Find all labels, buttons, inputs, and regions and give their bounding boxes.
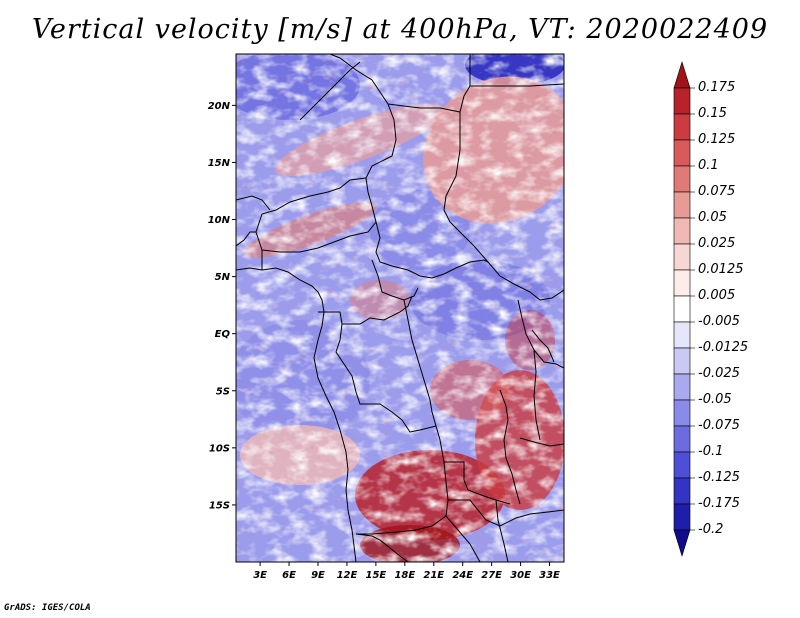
colorbar-label: -0.1 bbox=[698, 444, 724, 459]
colorbar-segment bbox=[673, 165, 691, 193]
colorbar-segment bbox=[673, 451, 691, 479]
colorbar-segment bbox=[673, 269, 691, 297]
colorbar-segment bbox=[673, 243, 691, 271]
colorbar-label: 0.05 bbox=[698, 210, 727, 225]
country-borders bbox=[236, 54, 564, 562]
velocity-field bbox=[236, 54, 564, 562]
lat-tick-label: 5S bbox=[216, 386, 230, 397]
longitude-axis: 3E 6E 9E 12E 15E 18E 21E 24E 27E 30E 33E bbox=[253, 562, 560, 581]
colorbar-segment bbox=[673, 399, 691, 427]
lon-tick-label: 27E bbox=[481, 570, 502, 581]
map-frame bbox=[235, 53, 565, 563]
colorbar-segment bbox=[673, 373, 691, 401]
lat-tick-label: 5N bbox=[215, 272, 231, 283]
colorbar-label: -0.125 bbox=[698, 470, 740, 485]
colorbar-label: 0.15 bbox=[698, 106, 727, 121]
colorbar-segment bbox=[673, 60, 691, 89]
colorbar-segment bbox=[673, 191, 691, 219]
colorbar bbox=[673, 60, 695, 558]
colorbar-segment bbox=[673, 139, 691, 167]
colorbar-label: -0.0125 bbox=[698, 340, 749, 355]
lat-tick-label: 15N bbox=[208, 158, 231, 169]
colorbar-label: 0.125 bbox=[698, 132, 736, 147]
colorbar-segment bbox=[673, 477, 691, 505]
lat-tick-label: 15S bbox=[209, 500, 230, 511]
grads-credit: GrADS: IGES/COLA bbox=[4, 603, 91, 613]
colorbar-label: -0.05 bbox=[698, 392, 732, 407]
colorbar-segment bbox=[673, 217, 691, 245]
colorbar-label: 0.005 bbox=[698, 288, 736, 303]
colorbar-label: -0.175 bbox=[698, 496, 740, 511]
colorbar-label: -0.025 bbox=[698, 366, 740, 381]
colorbar-segment bbox=[673, 425, 691, 453]
colorbar-label: 0.0125 bbox=[698, 262, 744, 277]
lon-tick-label: 33E bbox=[539, 570, 560, 581]
colorbar-segment bbox=[673, 321, 691, 349]
lat-tick-label: 10S bbox=[209, 443, 230, 454]
colorbar-segment bbox=[673, 347, 691, 375]
lat-tick-label: EQ bbox=[215, 329, 231, 340]
colorbar-label: 0.175 bbox=[698, 80, 736, 95]
colorbar-segment bbox=[673, 113, 691, 141]
lon-tick-label: 9E bbox=[311, 570, 325, 581]
lon-tick-label: 3E bbox=[253, 570, 267, 581]
colorbar-label: -0.075 bbox=[698, 418, 740, 433]
colorbar-label: 0.025 bbox=[698, 236, 736, 251]
lon-tick-label: 21E bbox=[423, 570, 444, 581]
lon-tick-label: 15E bbox=[366, 570, 387, 581]
lat-tick-label: 20N bbox=[208, 101, 231, 112]
lon-tick-label: 12E bbox=[337, 570, 358, 581]
lon-tick-label: 18E bbox=[394, 570, 415, 581]
colorbar-label: -0.005 bbox=[698, 314, 740, 329]
colorbar-segment bbox=[673, 503, 691, 531]
latitude-axis: 20N 15N 10N 5N EQ 5S 10S 15S bbox=[208, 101, 236, 511]
lon-tick-label: 6E bbox=[282, 570, 296, 581]
lon-tick-label: 30E bbox=[510, 570, 531, 581]
colorbar-segment bbox=[673, 529, 691, 558]
colorbar-label: -0.2 bbox=[698, 522, 724, 537]
colorbar-segment bbox=[673, 295, 691, 323]
lon-tick-label: 24E bbox=[452, 570, 473, 581]
colorbar-segment bbox=[673, 87, 691, 115]
colorbar-label: 0.075 bbox=[698, 184, 736, 199]
lat-tick-label: 10N bbox=[208, 215, 231, 226]
colorbar-label: 0.1 bbox=[698, 158, 719, 173]
plot-title: Vertical velocity [m/s] at 400hPa, VT: 2… bbox=[31, 14, 769, 45]
